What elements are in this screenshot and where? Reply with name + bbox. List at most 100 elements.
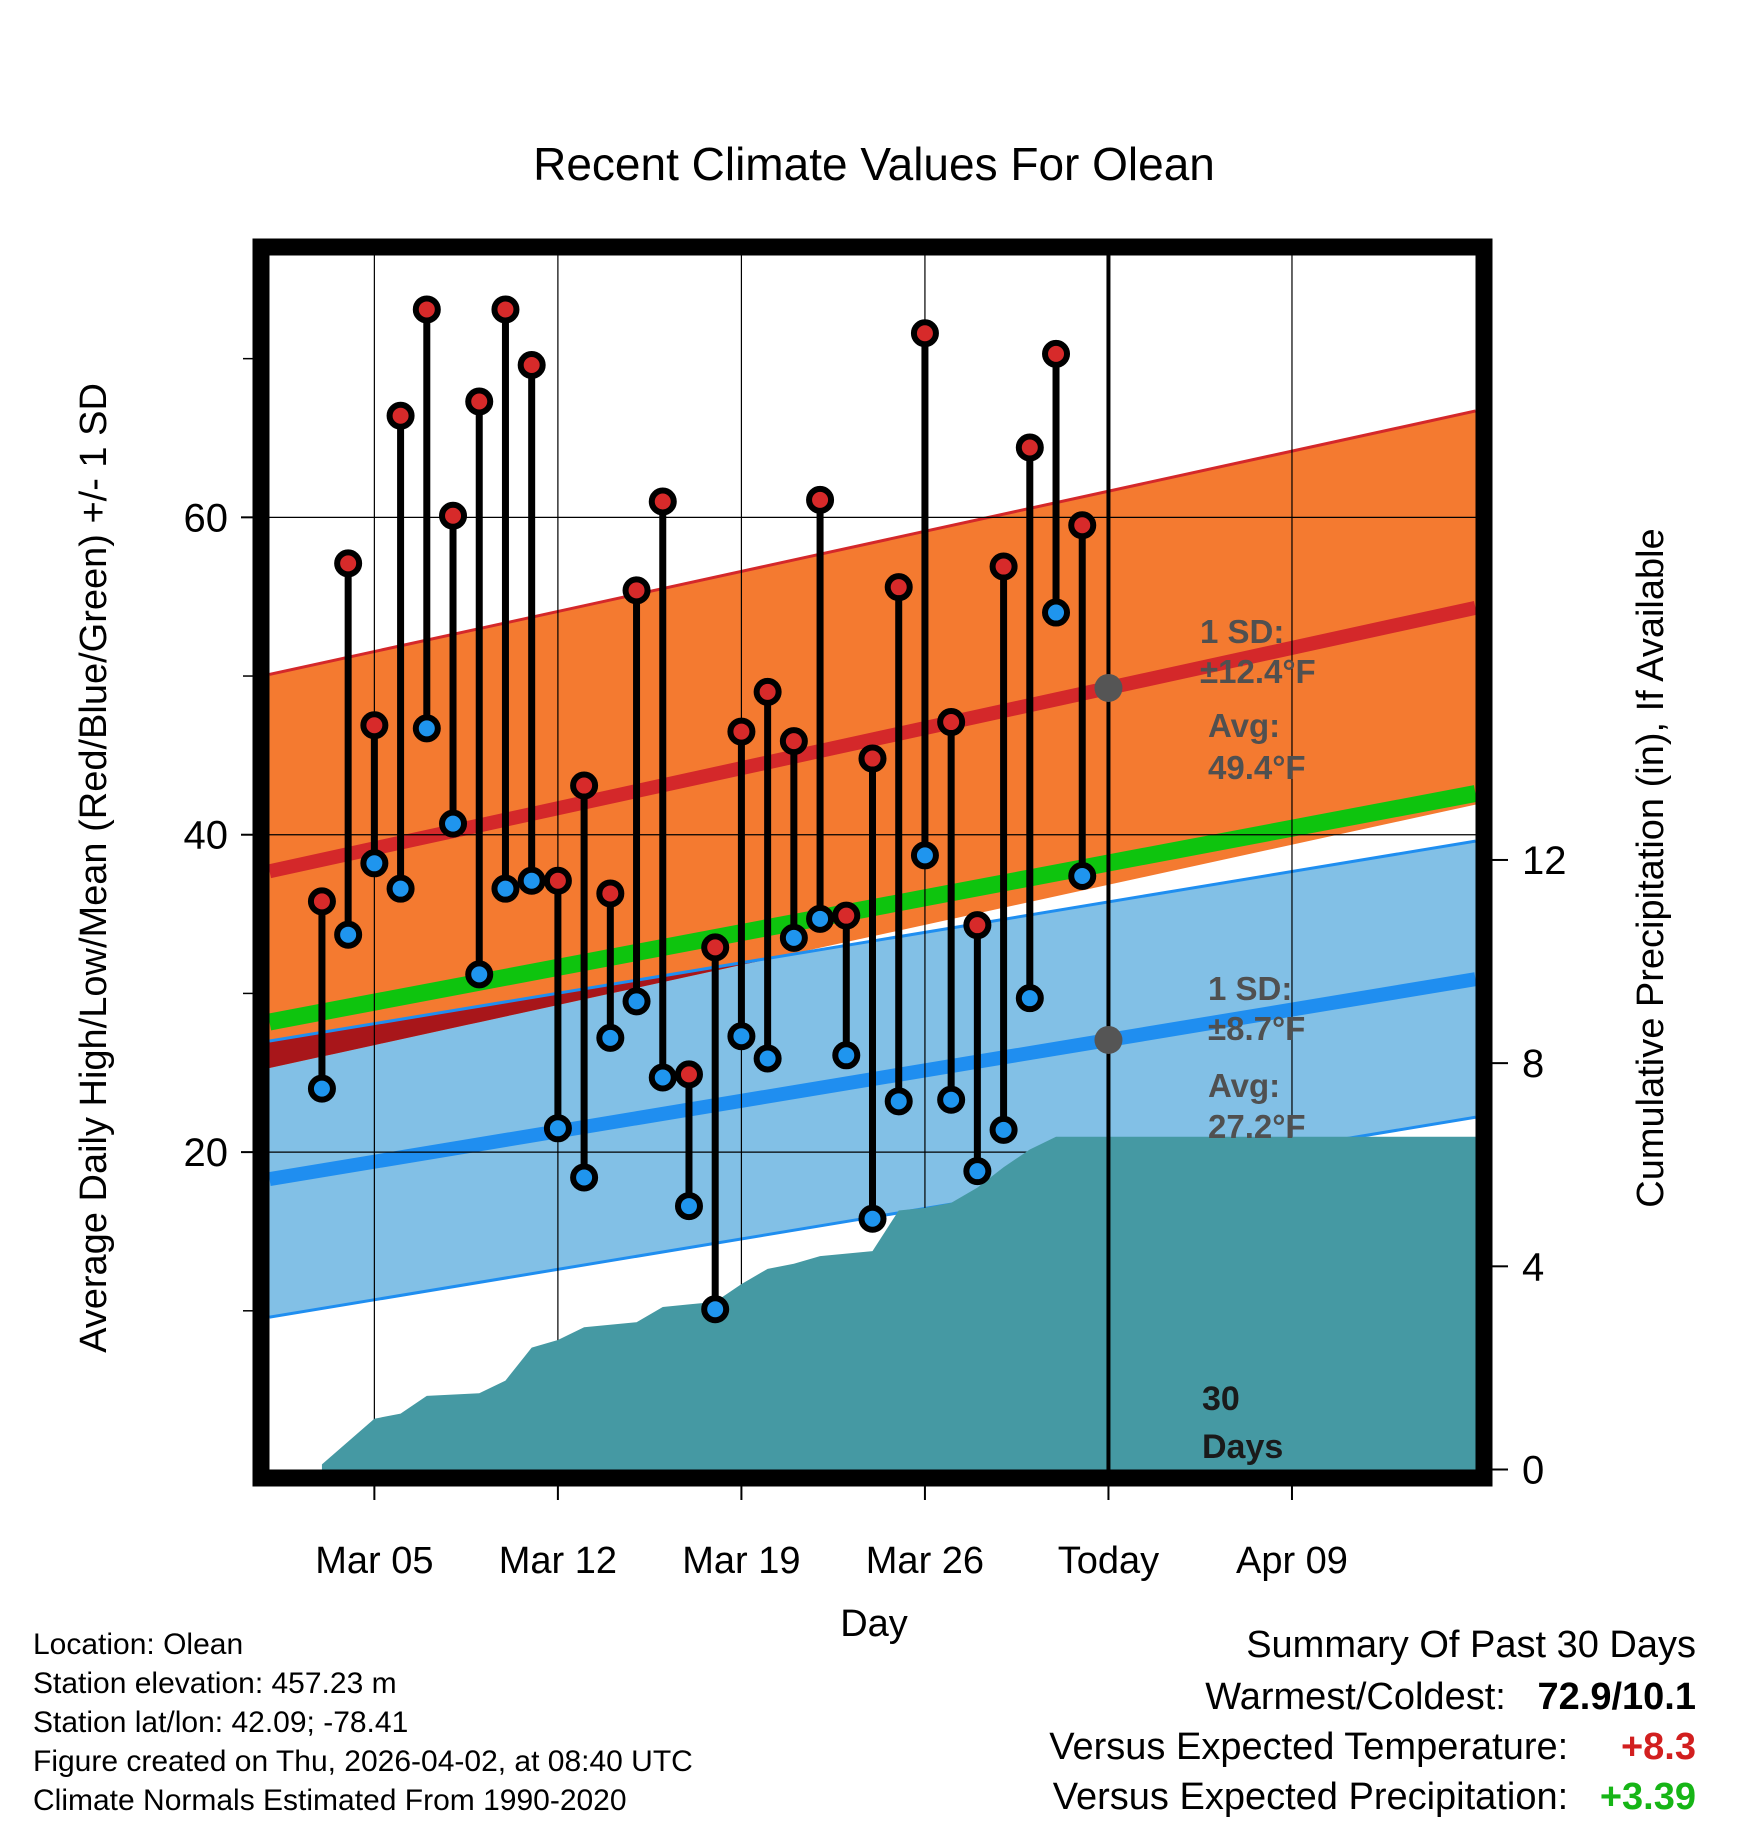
low-temp-point (334, 920, 363, 949)
low-temp-point (910, 841, 939, 870)
high-temp-point (858, 744, 887, 773)
precipitation-area (321, 1136, 1476, 1470)
normal-high-line (269, 600, 1476, 879)
axes: Mar 05 Mar 12 Mar 19 Mar 26 Today Apr 0920406… (184, 357, 1567, 1582)
low-temp-point (779, 923, 808, 952)
daily-observations (307, 295, 1097, 1324)
x-tick-label: Mar 26 (866, 1540, 984, 1582)
low-temp-point (937, 1085, 966, 1114)
low-temp-point (622, 987, 651, 1016)
high-temp-point (622, 576, 651, 605)
low-temp-point (360, 849, 389, 878)
normal-high-today-dot (1094, 673, 1123, 702)
high-temp-point (753, 677, 782, 706)
high-temp-point (806, 485, 835, 514)
x-tick-label: Mar 19 (682, 1540, 800, 1582)
low-temp-point (858, 1204, 887, 1233)
high-temp-point (1068, 511, 1097, 540)
high-temp-point (1015, 433, 1044, 462)
high-avg-label: Avg: (1208, 707, 1280, 744)
summary-warm-cold-label: Warmest/Coldest: (1205, 1676, 1506, 1718)
low-temp-point (701, 1295, 730, 1324)
low-temp-point (307, 1074, 336, 1103)
today-marker (1094, 255, 1123, 1470)
high-temp-point (570, 771, 599, 800)
high-sd-label: 1 SD: (1200, 613, 1284, 650)
high-temp-point (910, 319, 939, 348)
high-temp-point (596, 879, 625, 908)
low-temp-point (1068, 861, 1097, 890)
high-temp-point (465, 387, 494, 416)
summary-temp: Versus Expected Temperature: +8.3 (1049, 1726, 1696, 1769)
high-temp-point (1042, 339, 1071, 368)
precip-tick-label: 0 (1522, 1449, 1544, 1493)
high-temp-point (517, 350, 546, 379)
x-tick-label: Mar 05 (315, 1540, 433, 1582)
summary-temp-label: Versus Expected Temperature: (1049, 1726, 1569, 1768)
high-temp-point (674, 1060, 703, 1089)
y-axis-label-left: Average Daily High/Low/Mean (Red/Blue/Gr… (73, 383, 115, 1353)
high-temp-point (779, 727, 808, 756)
low-temp-point (570, 1163, 599, 1192)
y-axis-label-right: Cumulative Precipitation (in), If Availa… (1630, 528, 1672, 1207)
summary-title: Summary Of Past 30 Days (1246, 1624, 1696, 1666)
days-number: 30 (1202, 1380, 1240, 1418)
summary-warm-cold: Warmest/Coldest: 72.9/10.1 (1205, 1676, 1696, 1719)
precip-tick-label: 4 (1522, 1245, 1544, 1289)
band-overlap (269, 956, 781, 1069)
low-temp-point (491, 874, 520, 903)
high-temp-point (701, 933, 730, 962)
high-temp-point (386, 401, 415, 430)
meta-latlon: Station lat/lon: 42.09; -78.41 (33, 1706, 409, 1739)
high-temp-point (832, 901, 861, 930)
high-temp-point (963, 911, 992, 940)
low-temp-point (412, 714, 441, 743)
high-temp-point (360, 711, 389, 740)
x-tick-label: Apr 09 (1236, 1540, 1348, 1582)
chart-title: Recent Climate Values For Olean (533, 138, 1215, 190)
low-temp-point (439, 809, 468, 838)
y-tick-label: 60 (184, 496, 229, 540)
low-temp-point (543, 1114, 572, 1143)
low-temp-point (727, 1022, 756, 1051)
low-temp-point (1042, 598, 1071, 627)
precip-tick-label: 12 (1522, 839, 1567, 883)
high-upper-edge (269, 409, 1476, 676)
low-temp-point (989, 1115, 1018, 1144)
high-temp-point (439, 501, 468, 530)
high-temp-point (937, 708, 966, 737)
x-tick-label: Mar 12 (499, 1540, 617, 1582)
high-sd-value: ±12.4°F (1200, 653, 1316, 690)
low-avg-label: Avg: (1208, 1067, 1280, 1104)
low-sd-label: 1 SD: (1208, 970, 1292, 1007)
high-temp-point (491, 295, 520, 324)
normal-low-today-dot (1094, 1025, 1123, 1054)
y-tick-label: 40 (184, 814, 229, 858)
low-avg-value: 27.2°F (1208, 1108, 1306, 1145)
summary-precip: Versus Expected Precipitation: +3.39 (1053, 1776, 1696, 1819)
low-temp-point (832, 1041, 861, 1070)
high-temp-point (334, 549, 363, 578)
high-temp-point (648, 487, 677, 516)
meta-location: Location: Olean (33, 1628, 244, 1661)
x-axis-label: Day (840, 1603, 908, 1645)
low-temp-point (674, 1192, 703, 1221)
annotations: 1 SD: ±12.4°F Avg: 49.4°F 1 SD: ±8.7°F A… (1200, 613, 1316, 1466)
meta-normals: Climate Normals Estimated From 1990-2020 (33, 1784, 627, 1817)
low-temp-point (806, 904, 835, 933)
low-temp-point (1015, 984, 1044, 1013)
high-avg-value: 49.4°F (1208, 749, 1306, 786)
high-temp-point (543, 866, 572, 895)
low-temp-point (963, 1157, 992, 1186)
low-temp-point (517, 866, 546, 895)
y-tick-label: 20 (184, 1131, 229, 1175)
low-temp-point (884, 1087, 913, 1116)
low-temp-point (386, 874, 415, 903)
summary-precip-label: Versus Expected Precipitation: (1052, 1776, 1569, 1818)
low-temp-point (753, 1044, 782, 1073)
low-temp-point (648, 1063, 677, 1092)
meta-created: Figure created on Thu, 2026-04-02, at 08… (33, 1745, 693, 1778)
low-temp-point (596, 1023, 625, 1052)
high-temp-point (884, 573, 913, 602)
